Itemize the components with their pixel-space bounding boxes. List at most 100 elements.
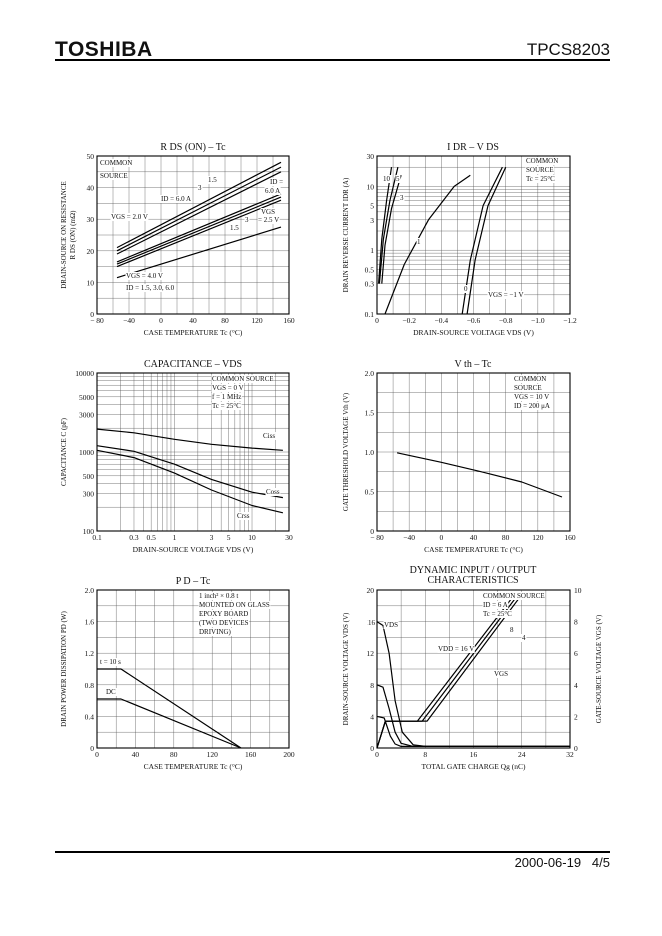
annotation-backdrop	[367, 619, 376, 627]
annotation-backdrop	[487, 291, 525, 299]
y-tick-label: 100	[83, 527, 95, 536]
annotation-label: Crss	[237, 512, 250, 520]
annotation-label: SOURCE	[100, 172, 128, 180]
annotation-label: ID = 6.0 A	[161, 195, 191, 203]
y-tick-label: 500	[83, 472, 95, 481]
x-tick-label: 80	[221, 316, 229, 325]
series-line	[116, 166, 282, 252]
chart-title: P D – Tc	[176, 576, 211, 587]
series-line	[381, 175, 402, 284]
annotation-backdrop	[257, 216, 280, 224]
x-tick-label: 8	[423, 750, 427, 759]
y-tick-label: 3000	[79, 410, 94, 419]
x-tick-label: 40	[189, 316, 197, 325]
part-number: TPCS8203	[526, 40, 610, 59]
annotation-backdrop	[99, 658, 122, 666]
y2-tick-label: 4	[574, 681, 578, 690]
y-tick-label: 1	[370, 246, 374, 255]
annotation-backdrop	[513, 402, 551, 410]
annotation-backdrop	[160, 195, 192, 203]
x-tick-label: −1.0	[531, 316, 545, 325]
chart-title: CHARACTERISTICS	[427, 575, 518, 586]
chart-pd: 0 40 80 120 160 200 0 0.4 0.8 1.2 1.6 2.0 P D – Tc CA…	[60, 576, 295, 771]
annotation-backdrop	[493, 670, 509, 678]
y-tick-label: 1000	[79, 448, 94, 457]
annotation-label: DC	[106, 688, 116, 696]
annotation-backdrop	[269, 178, 284, 186]
y-axis-label: DRAIN POWER DISSIPATION PD (W)	[60, 611, 68, 727]
chart-title: CAPACITANCE – VDS	[144, 359, 242, 370]
series-line	[116, 171, 282, 255]
y-tick-label: 0	[370, 527, 374, 536]
annotation-label: DRIVING)	[199, 628, 232, 636]
annotation-label: VGS = 10 V	[514, 393, 549, 401]
plot-frame	[96, 155, 290, 315]
annotation-backdrop	[264, 187, 281, 195]
annotation-backdrop	[198, 619, 250, 627]
x-tick-label: 30	[285, 533, 293, 542]
y-tick-label: 20	[87, 247, 95, 256]
x-tick-label: 16	[470, 750, 478, 759]
y-tick-label: 0.5	[365, 488, 375, 497]
x-tick-label: 80	[170, 750, 178, 759]
annotation-backdrop	[110, 213, 149, 221]
x-tick-label: 80	[502, 533, 510, 542]
y2-tick-label: 8	[574, 618, 578, 627]
series-line	[116, 199, 282, 268]
annotation-label: VGS = −1 V	[488, 291, 524, 299]
annotation-backdrop	[211, 393, 242, 401]
annotation-backdrop	[509, 626, 515, 634]
series-line	[378, 167, 399, 284]
series-line	[376, 595, 514, 749]
y-tick-label: 50	[87, 152, 95, 161]
annotation-backdrop	[244, 216, 250, 224]
chart-title: R DS (ON) – Tc	[160, 142, 226, 153]
x-tick-label: 120	[207, 750, 219, 759]
y-tick-label: 0.5	[365, 265, 375, 274]
annotation-backdrop	[197, 184, 203, 192]
y-axis-label: DRAIN-SOURCE ON RESISTANCE	[60, 181, 68, 289]
annotation-backdrop	[198, 610, 249, 618]
annotation-backdrop	[513, 375, 547, 383]
x-axis-label: CASE TEMPERATURE Tc (°C)	[144, 328, 243, 337]
x-tick-label: 200	[283, 750, 295, 759]
annotation-label: VDD = 16 V	[438, 645, 474, 653]
annotation-label: SOURCE	[514, 384, 542, 392]
plot-frame	[376, 589, 571, 749]
annotation-backdrop	[198, 601, 271, 609]
series-line	[396, 452, 563, 498]
annotation-backdrop	[211, 402, 242, 410]
x-tick-label: 10	[248, 533, 256, 542]
x-tick-label: 160	[283, 316, 295, 325]
x-axis-label: DRAIN-SOURCE VOLTAGE VDS (V)	[133, 545, 254, 554]
plot-frame	[96, 372, 290, 532]
annotation-backdrop	[198, 592, 239, 600]
x-axis-label: TOTAL GATE CHARGE Qg (nC)	[422, 762, 526, 771]
annotation-backdrop	[125, 284, 176, 292]
footer-page: 4/5	[591, 855, 610, 870]
annotation-backdrop	[211, 384, 245, 392]
annotation-backdrop	[437, 645, 475, 653]
x-tick-label: 0	[375, 316, 379, 325]
chart-vth: − 80 −40 0 40 80 120 160 0 0.5 1.0 1.5 2.0 V th – Tc…	[342, 359, 576, 554]
annotation-backdrop	[236, 512, 251, 520]
x-tick-label: 120	[251, 316, 263, 325]
annotation-label: COMMON SOURCE	[212, 375, 274, 383]
chart-idr: 0 −0.2 −0.4 −0.6 −0.8 −1.0 −1.20.10.30.5135103…	[342, 142, 577, 337]
chart-title: I DR – V DS	[447, 142, 499, 153]
x-axis-label: DRAIN-SOURCE VOLTAGE VDS (V)	[413, 328, 534, 337]
series-line	[466, 166, 507, 315]
x-tick-label: −1.2	[563, 316, 577, 325]
y-tick-label: 5	[370, 202, 374, 211]
annotation-label: 3	[245, 216, 249, 224]
header-rule	[55, 59, 610, 61]
x-tick-label: −0.6	[467, 316, 481, 325]
annotation-label: 5	[396, 175, 400, 183]
series-line	[97, 698, 242, 749]
y-tick-label: 0.3	[365, 280, 375, 289]
annotation-label: VDS	[384, 621, 398, 629]
y-tick-label: 0	[370, 744, 374, 753]
annotation-label: 1.5	[230, 224, 239, 232]
y-tick-label: 0	[90, 310, 94, 319]
annotation-label: 1.5	[208, 176, 217, 184]
